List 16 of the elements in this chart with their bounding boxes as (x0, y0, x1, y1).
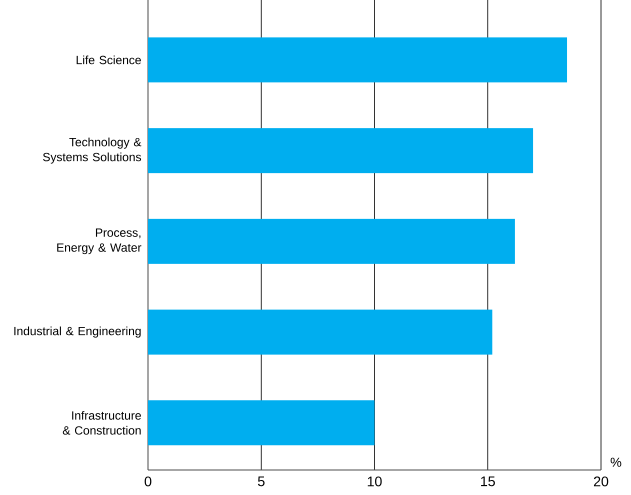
x-tick-label: 10 (368, 476, 382, 486)
x-axis-title: % (610, 458, 622, 467)
bar (148, 218, 515, 264)
x-tick-label: 20 (594, 476, 608, 486)
bar (148, 128, 534, 174)
y-tick-label: Life Science (76, 55, 141, 64)
x-tick-label: 15 (481, 476, 495, 486)
bar (148, 37, 568, 82)
y-tick-label: Process, Energy & Water (57, 228, 142, 254)
y-tick-label: Technology & Systems Solutions (43, 138, 142, 164)
bar (148, 310, 492, 355)
bar (148, 400, 375, 446)
y-tick-label: Infrastructure & Construction (62, 410, 141, 435)
y-tick-label: Industrial & Engineering (14, 326, 141, 338)
x-tick-label: 5 (258, 476, 265, 486)
x-tick-label: 0 (144, 476, 152, 486)
